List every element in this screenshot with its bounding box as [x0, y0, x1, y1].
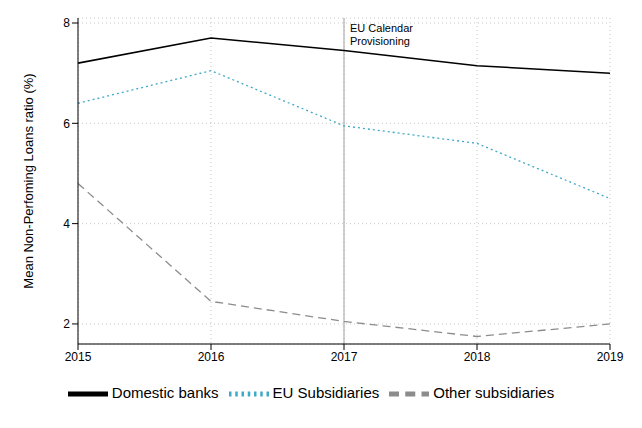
html-text:Other subsidiaries: Other subsidiaries: [433, 384, 555, 401]
svg-text:2: 2: [63, 317, 70, 331]
svg-text:2019: 2019: [597, 350, 624, 364]
svg-text:Mean Non-Perfoming Loans ratio: Mean Non-Perfoming Loans ratio (%): [21, 73, 36, 288]
svg-text:2016: 2016: [198, 350, 225, 364]
svg-text:EU CalendarProvisioning: EU CalendarProvisioning: [350, 22, 413, 47]
html-text:Domestic banks: Domestic banks: [111, 384, 219, 401]
svg-text:6: 6: [63, 117, 70, 131]
svg-text:2018: 2018: [464, 350, 491, 364]
svg-text:4: 4: [63, 217, 70, 231]
html-text:EU Subsidiaries: EU Subsidiaries: [272, 384, 380, 401]
svg-text:2015: 2015: [65, 350, 92, 364]
svg-text:8: 8: [63, 16, 70, 30]
svg-text:2017: 2017: [331, 350, 358, 364]
